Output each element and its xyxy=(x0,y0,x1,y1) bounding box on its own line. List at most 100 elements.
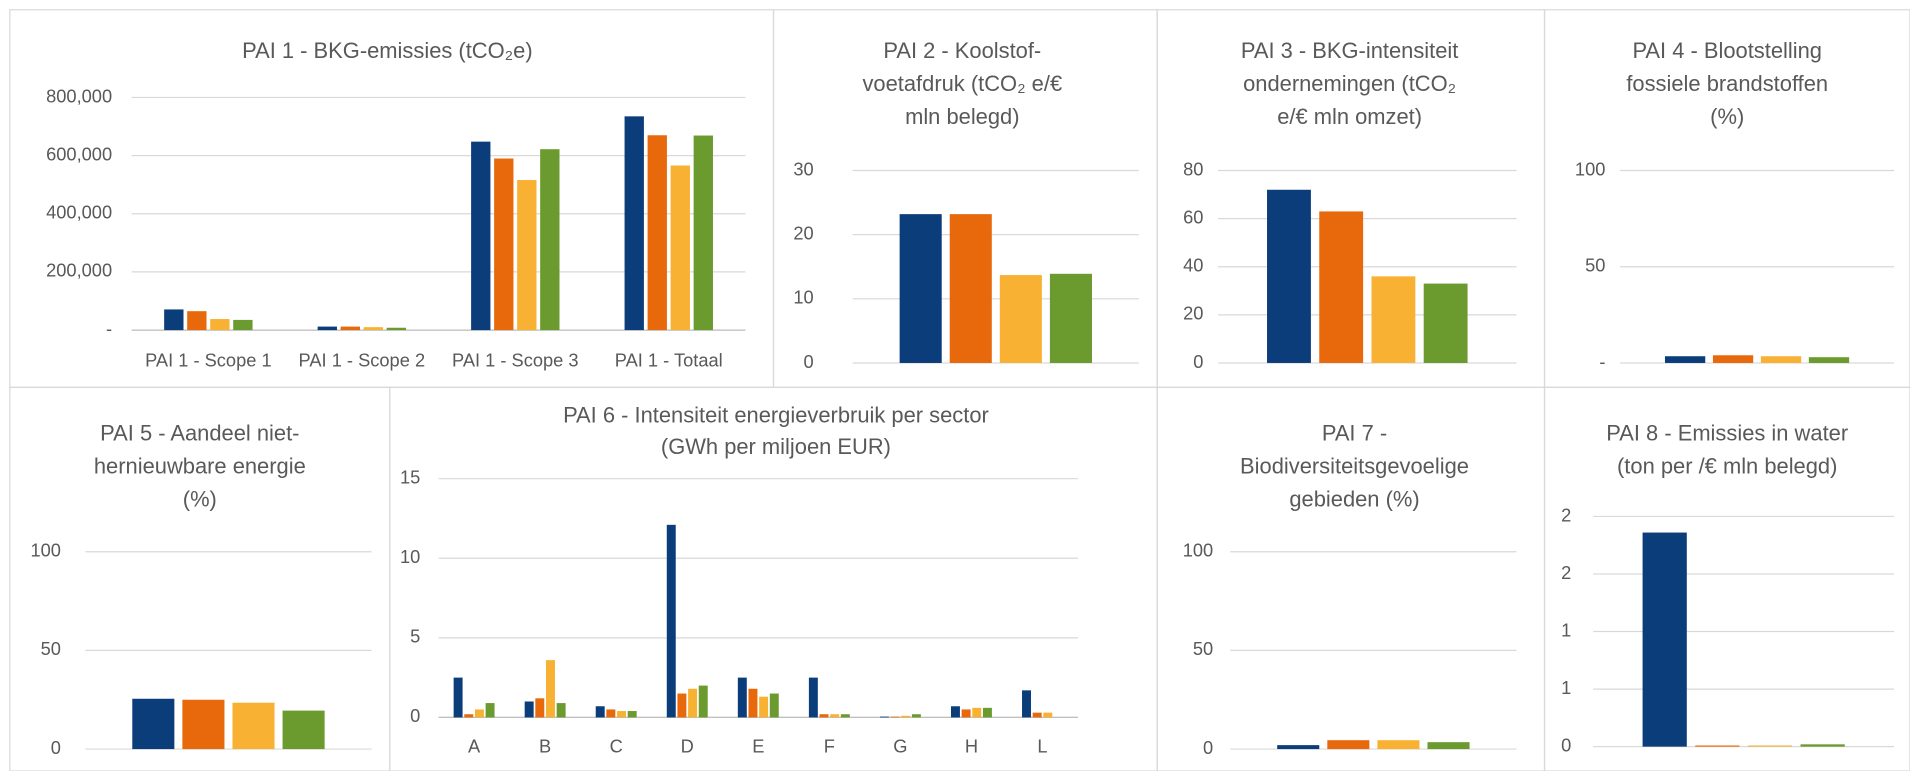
bar xyxy=(1423,283,1468,363)
x-tick-label: H xyxy=(965,736,978,757)
bar xyxy=(737,677,747,718)
y-tick-label: 1 xyxy=(1561,619,1571,640)
bar xyxy=(595,706,605,718)
bar xyxy=(282,710,325,750)
y-tick-label: 0 xyxy=(1561,734,1571,755)
chart-title: gebieden (%) xyxy=(1289,486,1419,511)
bar xyxy=(808,677,818,718)
bar xyxy=(830,714,840,718)
y-tick-label: - xyxy=(106,318,112,339)
y-tick-label: 100 xyxy=(30,540,60,561)
bar xyxy=(386,327,407,331)
chart-panel: PAI 6 - Intensiteit energieverbruik per … xyxy=(389,386,1158,771)
bar xyxy=(340,326,360,331)
chart-title: PAI 6 - Intensiteit energieverbruik per … xyxy=(563,402,989,427)
bar xyxy=(1049,273,1092,363)
x-tick-label: G xyxy=(893,736,907,757)
y-tick-label: 50 xyxy=(1193,638,1213,659)
bar xyxy=(890,716,900,718)
x-tick-label: B xyxy=(539,736,551,757)
y-tick-label: 15 xyxy=(400,467,420,488)
y-tick-label: - xyxy=(1599,351,1605,372)
bar xyxy=(453,677,463,718)
chart-title: PAI 8 - Emissies in water xyxy=(1606,421,1848,446)
x-tick-label: PAI 1 - Scope 3 xyxy=(452,350,579,371)
bar xyxy=(949,214,992,363)
y-tick-label: 60 xyxy=(1183,206,1203,227)
bar xyxy=(182,699,225,750)
y-tick-label: 0 xyxy=(1193,351,1203,372)
y-tick-label: 30 xyxy=(793,158,813,179)
bar xyxy=(540,149,560,331)
bar xyxy=(606,709,616,718)
bar xyxy=(1371,276,1416,363)
bar xyxy=(647,135,667,331)
chart-panel: PAI 3 - BKG-intensiteit ondernemingen (tC… xyxy=(1156,9,1546,388)
y-tick-label: 20 xyxy=(1183,303,1203,324)
bar xyxy=(1377,740,1420,750)
y-tick-label: 0 xyxy=(1203,737,1213,758)
x-tick-label: PAI 1 - Scope 1 xyxy=(145,350,272,371)
bar xyxy=(961,709,971,718)
bar xyxy=(899,214,942,363)
bar xyxy=(627,711,637,718)
bar xyxy=(972,707,982,718)
bar xyxy=(617,711,626,718)
y-tick-label: 40 xyxy=(1183,255,1203,276)
bar xyxy=(464,714,474,718)
bar xyxy=(474,709,484,718)
bar xyxy=(1664,356,1706,363)
chart-title: (%) xyxy=(183,486,217,511)
panel-border xyxy=(1543,9,1910,388)
chart-title: (%) xyxy=(1710,104,1744,129)
chart-title: PAI 3 - BKG-intensiteit xyxy=(1241,38,1459,63)
y-tick-label: 800,000 xyxy=(46,85,112,106)
bar xyxy=(982,707,992,718)
bar xyxy=(624,116,644,331)
y-tick-label: 50 xyxy=(41,638,61,659)
bar xyxy=(545,660,555,718)
chart-title: Biodiversiteitsgevoelige xyxy=(1240,454,1469,479)
chart-title: (ton per /€ mln belegd) xyxy=(1617,454,1837,479)
bar xyxy=(556,703,566,718)
x-tick-label: L xyxy=(1037,736,1047,757)
y-tick-label: 400,000 xyxy=(46,202,112,223)
bar xyxy=(1022,690,1031,718)
bar xyxy=(1800,744,1845,747)
bar xyxy=(759,696,769,718)
bar xyxy=(748,688,758,718)
bar xyxy=(1032,712,1042,718)
bar xyxy=(999,275,1042,363)
x-tick-label: D xyxy=(681,736,694,757)
bar xyxy=(1712,355,1754,363)
bar xyxy=(693,135,713,331)
bar xyxy=(1808,357,1850,363)
chart-panel: PAI 4 - Blootstelling fossiele brandstoff… xyxy=(1543,9,1910,388)
bar xyxy=(1695,745,1740,747)
bar xyxy=(1747,745,1793,747)
bar xyxy=(1427,742,1470,750)
bar xyxy=(879,716,889,718)
y-tick-label: 10 xyxy=(793,287,813,308)
bar xyxy=(911,714,921,718)
y-tick-label: 0 xyxy=(804,351,814,372)
bar xyxy=(819,714,829,718)
bar xyxy=(317,326,337,331)
y-tick-label: 1 xyxy=(1561,677,1571,698)
y-tick-label: 50 xyxy=(1585,255,1605,276)
bar xyxy=(485,703,495,718)
x-tick-label: F xyxy=(824,736,835,757)
y-tick-label: 0 xyxy=(51,737,61,758)
chart-title: PAI 2 - Koolstof- xyxy=(883,38,1041,63)
bar xyxy=(494,158,514,331)
y-tick-label: 100 xyxy=(1575,158,1605,179)
y-tick-label: 600,000 xyxy=(46,143,112,164)
y-tick-label: 80 xyxy=(1183,158,1203,179)
chart-panel: PAI 2 - Koolstof-voetafdruk (tCO₂ e/€ mln… xyxy=(772,9,1158,388)
x-tick-label: C xyxy=(610,736,623,757)
chart-panel: PAI 5 - Aandeel niet-hernieuwbare energi… xyxy=(9,386,391,771)
bar xyxy=(1277,745,1320,750)
x-tick-label: PAI 1 - Scope 2 xyxy=(299,350,426,371)
bar xyxy=(1267,189,1311,363)
